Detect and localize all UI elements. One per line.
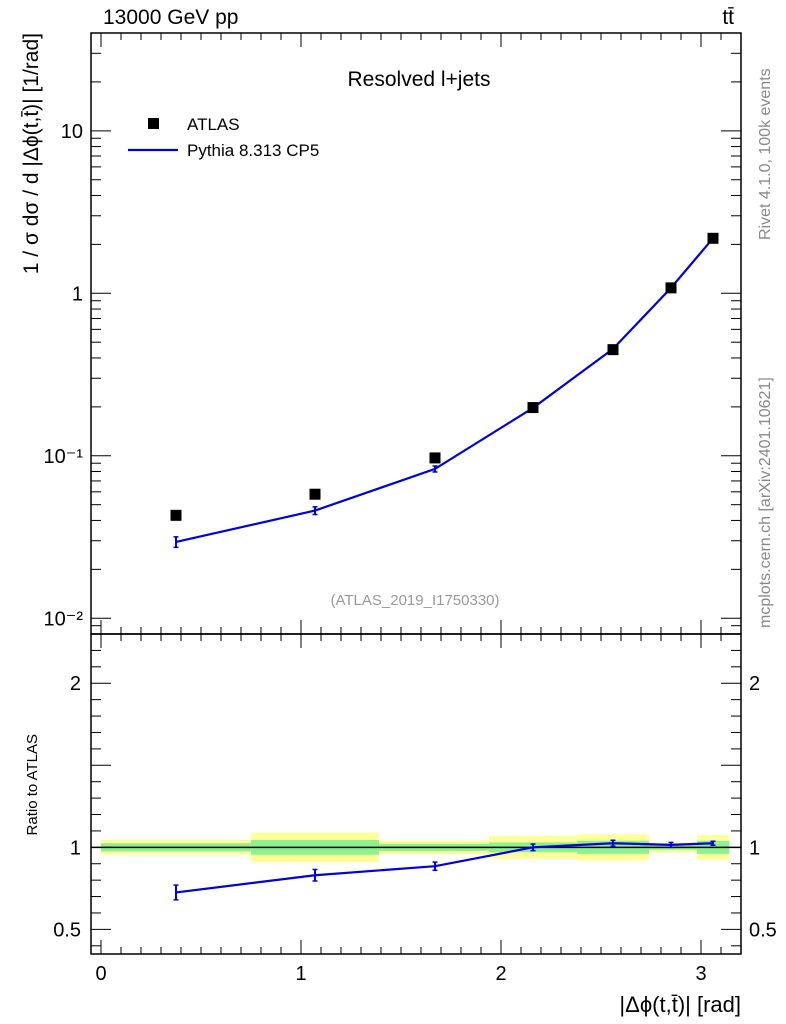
ratio-ytick-label-left: 1 (70, 837, 81, 859)
main-axis-ticks (91, 32, 741, 635)
atlas-data-point (665, 282, 677, 294)
analysis-watermark: (ATLAS_2019_I1750330) (330, 592, 499, 609)
ratio-ytick-label-left: 2 (70, 673, 81, 695)
atlas-data-point (170, 509, 182, 521)
xtick-label: 0 (95, 963, 106, 985)
main-series (170, 232, 719, 549)
ratio-axis-ticks (91, 634, 741, 954)
main-y-axis-label: 1 / σ dσ / d |Δϕ(t,t̄)| [1/rad] (20, 33, 43, 274)
ratio-ytick-label-right: 2 (749, 673, 760, 695)
atlas-data-point (607, 344, 619, 356)
ratio-series (173, 839, 716, 901)
ratio-ytick-label-right: 1 (749, 837, 760, 859)
chart-title: Resolved l+jets (348, 68, 491, 91)
xtick-label: 1 (295, 963, 306, 985)
rivet-version-label: Rivet 4.1.0, 100k events (757, 68, 774, 240)
main-ytick-label: 1 (72, 283, 83, 305)
xtick-label: 2 (495, 963, 506, 985)
x-axis-label: |Δϕ(t,t̄)| [rad] (619, 992, 741, 1017)
main-ytick-label: 10⁻² (44, 608, 84, 630)
main-ytick-label: 10⁻¹ (44, 446, 84, 468)
ratio-panel-frame (90, 633, 742, 955)
atlas-data-point (527, 402, 539, 414)
atlas-data-point (707, 232, 719, 244)
ratio-ytick-label-left: 0.5 (53, 919, 81, 941)
mc-line (175, 237, 714, 543)
legend-mc-label: Pythia 8.313 CP5 (187, 141, 319, 160)
energy-label: 13000 GeV pp (103, 6, 239, 29)
process-label: tt̄ (722, 6, 734, 29)
ratio-ytick-label-right: 0.5 (749, 919, 777, 941)
xtick-label: 3 (695, 963, 706, 985)
main-ytick-label: 10 (61, 121, 83, 143)
atlas-data-point (309, 488, 321, 500)
ratio-y-axis-label: Ratio to ATLAS (24, 734, 41, 835)
legend-atlas-label: ATLAS (187, 115, 240, 134)
atlas-data-point (429, 452, 441, 464)
mcplots-reference-label: mcplots.cern.ch [arXiv:2401.10621] (757, 377, 774, 628)
legend-atlas-marker (148, 118, 159, 129)
